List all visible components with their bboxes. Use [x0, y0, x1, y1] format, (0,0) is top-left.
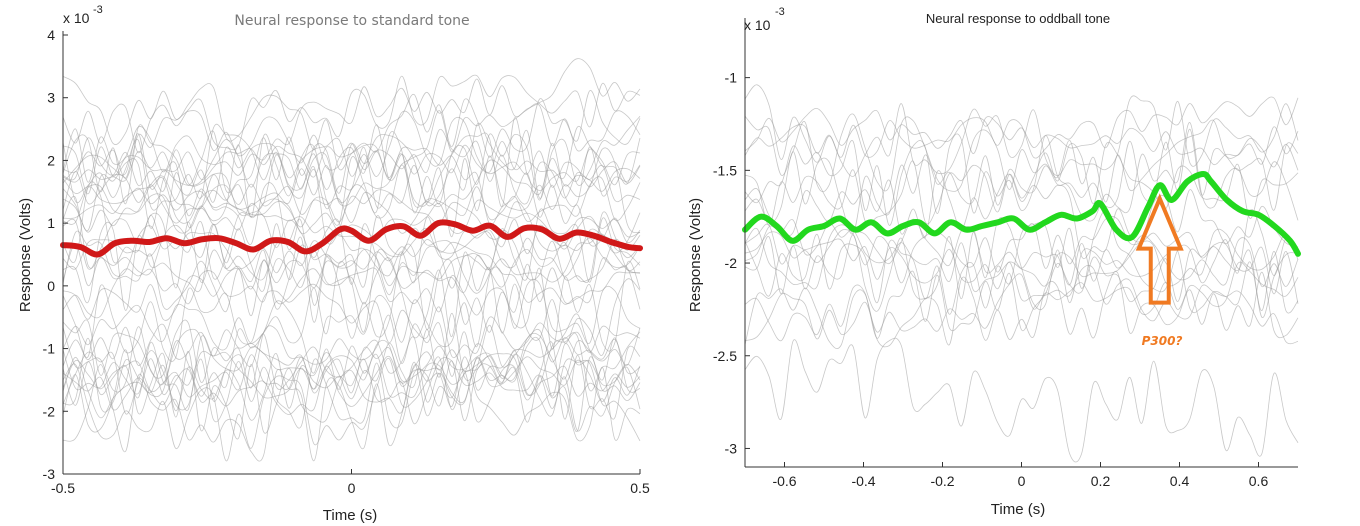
y-tick-label: 0 — [47, 278, 55, 294]
x-axis-label: Time (s) — [323, 507, 377, 524]
y-tick-label: -2 — [43, 403, 56, 419]
trial-line — [62, 58, 641, 183]
trial-line — [62, 76, 641, 171]
trial-line — [744, 246, 1299, 342]
trial-line — [744, 219, 1299, 292]
trial-line — [62, 235, 641, 319]
p300-annotation: P300? — [1135, 193, 1184, 348]
y-tick-label: -2.5 — [713, 348, 737, 364]
y-tick-label: -2 — [725, 255, 738, 271]
chart-title: Neural response to oddball tone — [926, 11, 1110, 26]
trial-line — [62, 355, 641, 415]
axes: -0.6 -0.4 -0.2 0 0.2 0.4 0.6 -3 -2.5 -2 -1.5 -1 — [713, 18, 1298, 489]
y-tick-label: -1 — [725, 70, 738, 86]
x-tick-label: -0.2 — [930, 473, 954, 489]
trial-line — [62, 131, 641, 232]
trial-line — [62, 143, 641, 188]
x-axis-label: Time (s) — [991, 501, 1045, 518]
x-tick-label: 0 — [348, 480, 356, 496]
trial-line — [62, 339, 641, 399]
y-tick-label: 3 — [47, 90, 55, 106]
annotation-label: P300? — [1142, 334, 1183, 348]
trial-line — [62, 233, 641, 321]
trial-line — [62, 312, 641, 412]
trial-line — [62, 103, 641, 205]
y-exponent-power: -3 — [93, 4, 103, 16]
trial-line — [62, 211, 641, 296]
trial-line — [62, 319, 641, 410]
trial-line — [744, 128, 1299, 235]
trial-line — [62, 186, 641, 254]
trial-line — [62, 170, 641, 234]
standard-tone-chart: Neural response to standard tone -0.5 0 0.… — [17, 4, 650, 524]
y-tick-label: -3 — [43, 466, 56, 482]
y-tick-label: -3 — [725, 440, 738, 456]
trial-lines — [62, 58, 641, 462]
y-tick-label: 2 — [47, 152, 55, 168]
trial-line — [62, 313, 641, 393]
x-tick-label: 0 — [1018, 473, 1026, 489]
x-tick-label: 0.5 — [630, 480, 650, 496]
y-tick-label: -1 — [43, 341, 56, 357]
x-tick-label: 0.2 — [1091, 473, 1111, 489]
y-tick-label: 4 — [47, 27, 55, 43]
x-tick-label: 0.6 — [1249, 473, 1269, 489]
trial-line — [744, 209, 1299, 315]
trial-line — [744, 337, 1299, 463]
trial-line — [62, 147, 641, 264]
trial-line — [62, 323, 641, 398]
trial-line — [62, 243, 641, 317]
trial-line — [744, 218, 1299, 287]
x-tick-label: 0.4 — [1170, 473, 1190, 489]
x-tick-label: -0.6 — [772, 473, 796, 489]
oddball-tone-chart: Neural response to oddball tone -0.6 -0.4… — [687, 6, 1301, 518]
trial-line — [744, 270, 1299, 349]
trial-line — [62, 116, 641, 217]
y-exponent-label: x 10 — [744, 17, 771, 33]
axes: -0.5 0 0.5 -3 -2 -1 0 1 2 3 4 — [43, 27, 650, 496]
trial-line — [744, 108, 1299, 171]
up-arrow-icon — [1135, 193, 1184, 305]
y-exponent-label: x 10 — [63, 10, 90, 26]
trial-lines — [744, 84, 1299, 463]
trial-line — [744, 141, 1299, 226]
trial-line — [62, 266, 641, 413]
mean-response-line — [60, 219, 643, 258]
x-tick-label: -0.4 — [851, 473, 875, 489]
trial-line — [62, 248, 641, 362]
y-exponent: x 10 -3 — [63, 4, 103, 26]
trial-line — [62, 110, 641, 203]
y-exponent: x 10 -3 — [744, 6, 785, 33]
trial-line — [62, 110, 641, 205]
trial-line — [62, 356, 641, 462]
trial-line — [744, 113, 1299, 203]
trial-line — [62, 177, 641, 269]
trial-line — [62, 221, 641, 352]
trial-line — [744, 170, 1299, 259]
trial-line — [744, 216, 1299, 304]
trial-line — [62, 212, 641, 310]
x-tick-label: -0.5 — [51, 480, 75, 496]
y-tick-label: 1 — [47, 215, 55, 231]
y-exponent-power: -3 — [775, 6, 785, 18]
trial-line — [744, 122, 1299, 226]
trial-line — [62, 355, 641, 462]
trial-line — [62, 133, 641, 247]
chart-title: Neural response to standard tone — [234, 13, 469, 29]
trial-line — [744, 84, 1299, 177]
trial-line — [744, 261, 1299, 342]
y-axis-label: Response (Volts) — [687, 198, 704, 312]
y-axis-label: Response (Volts) — [17, 198, 34, 312]
mean-response-line — [742, 171, 1301, 257]
trial-line — [62, 283, 641, 359]
y-tick-label: -1.5 — [713, 162, 737, 178]
trial-line — [62, 74, 641, 154]
trial-line — [744, 223, 1299, 345]
trial-line — [62, 341, 641, 440]
